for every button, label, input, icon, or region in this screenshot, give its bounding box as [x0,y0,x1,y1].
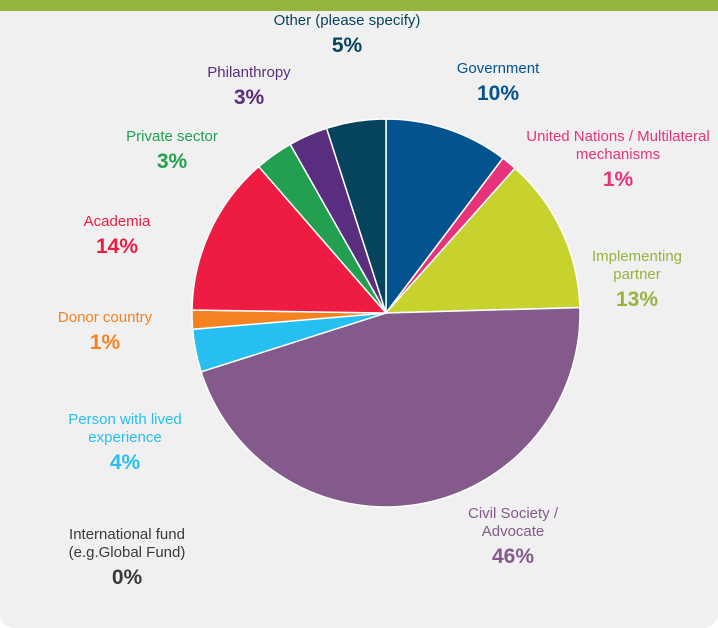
label-private-pct: 3% [156,150,188,173]
label-academia-name: Academia [83,213,151,230]
label-philanthropy-name: Philanthropy [207,64,291,81]
label-civil-name: Civil Society / Advocate [467,505,559,540]
label-donor-pct: 1% [89,331,121,354]
label-government-name: Government [456,60,540,77]
label-intl: International fund (e.g.Global Fund) 0% [47,526,207,590]
label-other: Other (please specify) 5% [272,12,422,58]
label-private: Private sector 3% [82,128,262,174]
label-civil-pct: 46% [491,545,535,568]
label-implementing-name: Implementing partner [591,248,683,283]
label-implementing-pct: 13% [615,288,659,311]
label-private-name: Private sector [126,128,218,145]
label-un: United Nations / Multilateral mechanisms… [518,128,718,192]
label-person-pct: 4% [109,451,141,474]
label-government-pct: 10% [476,82,520,105]
label-philanthropy: Philanthropy 3% [159,64,339,110]
label-person-name: Person with lived experience [68,411,182,446]
label-person: Person with lived experience 4% [50,411,200,475]
pie-slice-implementing-partner [384,167,581,314]
top-accent-bar [0,0,718,11]
label-academia-pct: 14% [95,235,139,258]
pie-slice-government [385,118,504,316]
label-academia: Academia 14% [27,213,207,259]
pie-slice-academia [191,165,388,314]
label-donor-name: Donor country [57,309,153,326]
pie-slice-other-please-specify [325,118,387,314]
label-other-name: Other (please specify) [273,12,421,29]
pie-slice-civil-society-advocate [200,306,581,508]
label-intl-name: International fund (e.g.Global Fund) [68,526,186,561]
label-un-pct: 1% [602,168,634,191]
label-intl-pct: 0% [111,566,143,589]
label-donor: Donor country 1% [15,309,195,355]
label-philanthropy-pct: 3% [233,86,265,109]
label-other-pct: 5% [331,34,363,57]
label-civil: Civil Society / Advocate 46% [453,505,573,569]
label-un-name: United Nations / Multilateral mechanisms [526,128,710,163]
label-implementing: Implementing partner 13% [577,248,697,312]
label-government: Government 10% [408,60,588,106]
